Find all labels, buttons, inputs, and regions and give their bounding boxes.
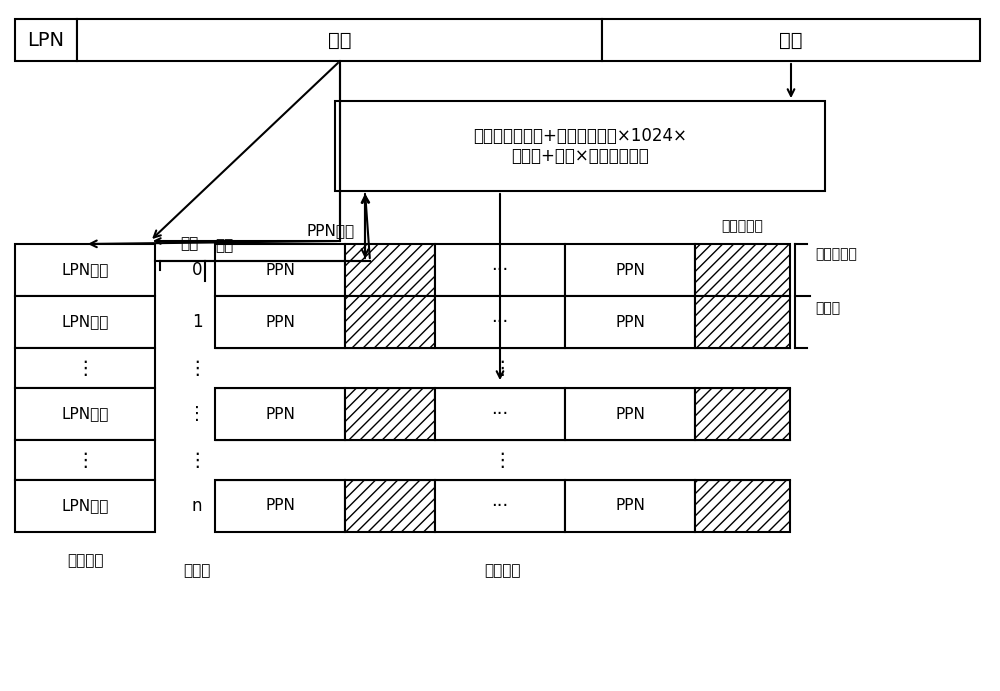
Text: PPN: PPN — [615, 406, 645, 422]
Bar — [15, 388, 155, 440]
Bar — [345, 296, 435, 348]
Text: ⋮: ⋮ — [187, 451, 207, 469]
Bar — [565, 388, 695, 440]
Bar — [565, 244, 695, 296]
Bar — [695, 296, 790, 348]
Bar — [15, 244, 155, 296]
Bar — [15, 348, 155, 388]
Bar — [335, 101, 825, 191]
Text: 命中: 命中 — [215, 238, 233, 253]
Text: 数据阵列: 数据阵列 — [484, 563, 521, 578]
Text: PPN: PPN — [265, 406, 295, 422]
Bar — [15, 19, 77, 61]
Text: ···: ··· — [491, 313, 509, 331]
Text: PPN地址: PPN地址 — [307, 223, 355, 238]
Bar — [15, 480, 155, 532]
Text: 1: 1 — [192, 313, 202, 331]
Bar — [345, 388, 435, 440]
Text: 标签阵列: 标签阵列 — [67, 553, 103, 569]
Text: 命中: 命中 — [180, 236, 198, 251]
Text: 索引: 索引 — [328, 30, 351, 50]
Bar — [15, 296, 155, 348]
Bar — [215, 296, 345, 348]
Text: LPN索引: LPN索引 — [61, 314, 109, 330]
Bar — [215, 244, 345, 296]
Bar — [565, 480, 695, 532]
Bar — [435, 480, 565, 532]
Text: PPN: PPN — [615, 498, 645, 513]
Bar — [77, 19, 602, 61]
Bar — [602, 19, 980, 61]
Text: 偏移: 偏移 — [779, 30, 803, 50]
Text: ⋮: ⋮ — [188, 405, 206, 423]
Text: LPN索引: LPN索引 — [61, 263, 109, 278]
Text: PPN: PPN — [615, 263, 645, 278]
Text: LPN索引: LPN索引 — [61, 498, 109, 513]
Bar — [15, 440, 155, 480]
Text: ⋮: ⋮ — [187, 359, 207, 377]
Text: ⋮: ⋮ — [75, 451, 95, 469]
Text: PPN: PPN — [265, 263, 295, 278]
Bar — [345, 480, 435, 532]
Bar — [215, 388, 345, 440]
Text: 0: 0 — [192, 261, 202, 279]
Text: LPN索引: LPN索引 — [61, 406, 109, 422]
Text: PPN: PPN — [265, 314, 295, 330]
Text: ···: ··· — [491, 261, 509, 279]
Text: ···: ··· — [491, 497, 509, 515]
Text: n: n — [192, 497, 202, 515]
Text: ···: ··· — [491, 405, 509, 423]
Bar — [565, 296, 695, 348]
Text: PPN: PPN — [615, 314, 645, 330]
Bar — [435, 244, 565, 296]
Text: 阻变存储器: 阻变存储器 — [815, 247, 857, 261]
Text: ⋮: ⋮ — [493, 359, 512, 377]
Bar — [435, 388, 565, 440]
Bar — [695, 480, 790, 532]
Bar — [695, 244, 790, 296]
Text: 纠错位: 纠错位 — [815, 301, 840, 315]
Text: 数据阵列首地址+每个条目大小×1024×
索引号+偏移×每个条目大小: 数据阵列首地址+每个条目大小×1024× 索引号+偏移×每个条目大小 — [473, 126, 687, 165]
Bar — [695, 388, 790, 440]
Text: ⋮: ⋮ — [75, 359, 95, 377]
Text: 阻变存储器: 阻变存储器 — [722, 219, 763, 233]
Text: LPN: LPN — [28, 30, 64, 50]
Bar — [215, 480, 345, 532]
Text: 索引号: 索引号 — [183, 563, 211, 578]
Bar — [345, 244, 435, 296]
Text: ⋮: ⋮ — [493, 451, 512, 469]
Bar — [435, 296, 565, 348]
Text: PPN: PPN — [265, 498, 295, 513]
